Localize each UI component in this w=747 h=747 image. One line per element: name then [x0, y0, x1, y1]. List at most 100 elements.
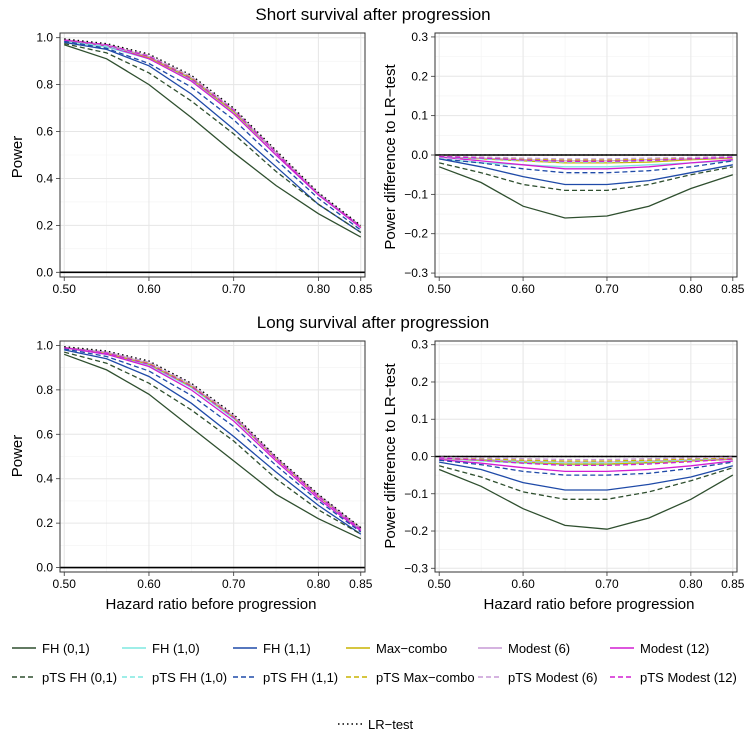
- series-line-pts-fh-0-1: [439, 465, 733, 500]
- series-line-pts-fh-1-1: [439, 459, 733, 476]
- y-tick-label: 0.4: [36, 171, 53, 185]
- series-line-pts-modest-12: [439, 155, 733, 162]
- series-line-pts-modest-6: [64, 347, 362, 529]
- panel-border: [434, 340, 738, 573]
- ylabel-power-bottom: Power: [9, 435, 26, 478]
- series-line-fh-1-1: [439, 461, 733, 491]
- x-tick-label: 0.50: [428, 282, 452, 296]
- series-line-pts-modest-12: [439, 457, 733, 467]
- ylabel-diff-bottom: Power difference to LR−test: [382, 363, 399, 549]
- y-tick-label: 0.8: [36, 383, 53, 397]
- ylabel-diff-top: Power difference to LR−test: [382, 64, 399, 250]
- legend-label-pts-max-combo: pTS Max−combo: [376, 670, 475, 685]
- series-line-modest-12: [64, 347, 362, 532]
- x-tick-label: 0.85: [721, 577, 745, 591]
- y-tick-label: 0.0: [411, 148, 428, 162]
- series-line-pts-modest-12: [64, 347, 362, 530]
- y-tick-label: 0.1: [411, 109, 428, 123]
- legend: FH (0,1) FH (1,0) FH (1,1) Max−combo Modest …: [12, 641, 737, 732]
- y-tick-label: 0.8: [36, 78, 53, 92]
- ylabel-power-top: Power: [9, 136, 26, 179]
- x-tick-label: 0.70: [595, 282, 619, 296]
- y-tick-label: 0.2: [411, 69, 428, 83]
- y-tick-label: 0.6: [36, 125, 53, 139]
- x-tick-label: 0.60: [137, 577, 161, 591]
- y-tick-label: −0.1: [404, 487, 428, 501]
- y-tick-label: 0.2: [36, 516, 53, 530]
- x-tick-label: 0.80: [679, 577, 703, 591]
- panel-long-diff: 0.50 0.60 0.70 0.80 0.85 −0.3 −0.2 −0.1 0.0 0.1 0.…: [404, 338, 745, 591]
- legend-label-pts-fh-1-0: pTS FH (1,0): [152, 670, 227, 685]
- x-tick-label: 0.50: [53, 577, 77, 591]
- y-tick-label: 1.0: [36, 31, 53, 45]
- legend-label-pts-modest-6: pTS Modest (6): [508, 670, 598, 685]
- series-line-pts-fh-0-1: [64, 42, 362, 233]
- y-tick-label: 0.4: [36, 472, 53, 486]
- x-tick-label: 0.80: [679, 282, 703, 296]
- panel-short-power: 0.50 0.60 0.70 0.80 0.85 0.0 0.2 0.4 0.6 0.8 1.0: [36, 31, 372, 296]
- series-line-pts-modest-12: [64, 39, 362, 228]
- series-line-pts-fh-1-1: [64, 40, 362, 231]
- y-tick-label: −0.3: [404, 561, 428, 575]
- panel-border: [59, 32, 366, 278]
- series-line-pts-fh-1-1: [439, 158, 733, 174]
- y-tick-label: −0.3: [404, 266, 428, 280]
- series-line-fh-0-1: [438, 166, 734, 219]
- legend-label-modest-6: Modest (6): [508, 641, 570, 656]
- x-tick-label: 0.60: [511, 282, 535, 296]
- series-line-pts-max-combo: [439, 456, 733, 462]
- x-tick-label: 0.85: [349, 282, 373, 296]
- title-short-survival: Short survival after progression: [255, 5, 490, 24]
- x-tick-label: 0.80: [307, 282, 331, 296]
- x-tick-label: 0.70: [222, 282, 246, 296]
- series-line-fh-1-1: [439, 158, 733, 186]
- title-long-survival: Long survival after progression: [257, 313, 489, 332]
- y-tick-label: 0.6: [36, 427, 53, 441]
- x-tick-label: 0.80: [307, 577, 331, 591]
- legend-label-fh-1-0: FH (1,0): [152, 641, 200, 656]
- legend-label-pts-fh-1-1: pTS FH (1,1): [263, 670, 338, 685]
- legend-label-modest-12: Modest (12): [640, 641, 709, 656]
- x-tick-label: 0.50: [428, 577, 452, 591]
- y-tick-label: 0.0: [411, 450, 428, 464]
- panel-border: [59, 340, 366, 573]
- panel-border: [434, 32, 738, 278]
- panel-short-diff: 0.50 0.60 0.70 0.80 0.85 −0.3 −0.2 −0.1 0.0 0.1 0.…: [404, 30, 745, 296]
- x-tick-label: 0.50: [53, 282, 77, 296]
- y-tick-label: 0.0: [36, 265, 53, 279]
- series-line-fh-1-1: [64, 349, 362, 535]
- series-line-fh-1-1: [64, 41, 362, 233]
- y-tick-label: 0.2: [411, 375, 428, 389]
- series-line-modest-12: [439, 156, 733, 170]
- y-tick-label: 1.0: [36, 338, 53, 352]
- series-line-pts-fh-1-1: [64, 348, 362, 533]
- y-tick-label: 0.3: [411, 30, 428, 44]
- series-line-modest-12: [439, 458, 733, 473]
- legend-label-fh-0-1: FH (0,1): [42, 641, 90, 656]
- y-tick-label: 0.0: [36, 561, 53, 575]
- y-tick-label: −0.2: [404, 227, 428, 241]
- legend-label-pts-fh-0-1: pTS FH (0,1): [42, 670, 117, 685]
- legend-label-lr-test: LR−test: [368, 717, 414, 732]
- series-line-pts-fh-0-1: [439, 162, 733, 192]
- legend-label-fh-1-1: FH (1,1): [263, 641, 311, 656]
- series-line-pts-fh-0-1: [64, 351, 362, 535]
- series-line-pts-modest-6: [439, 456, 733, 461]
- x-tick-label: 0.85: [349, 577, 373, 591]
- panel-long-power: 0.50 0.60 0.70 0.80 0.85 0.0 0.2 0.4 0.6 0.8 1.0: [36, 338, 372, 591]
- series-line-fh-0-1: [438, 468, 734, 530]
- series-line-fh-0-1: [63, 44, 362, 238]
- y-tick-label: 0.2: [36, 218, 53, 232]
- legend-label-pts-modest-12: pTS Modest (12): [640, 670, 737, 685]
- x-tick-label: 0.85: [721, 282, 745, 296]
- y-tick-label: 0.1: [411, 412, 428, 426]
- x-tick-label: 0.70: [595, 577, 619, 591]
- xlabel-right: Hazard ratio before progression: [484, 596, 695, 613]
- series-line-fh-0-1: [63, 353, 362, 540]
- series-line-lr-test: [64, 38, 362, 226]
- y-tick-label: 0.3: [411, 338, 428, 352]
- y-tick-label: −0.2: [404, 524, 428, 538]
- x-tick-label: 0.70: [222, 577, 246, 591]
- series-line-pts-modest-6: [439, 155, 733, 160]
